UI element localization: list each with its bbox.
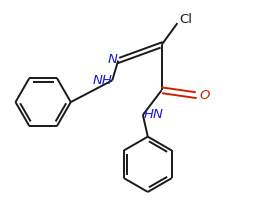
Text: N: N [107,53,117,66]
Text: Cl: Cl [179,13,192,26]
Text: HN: HN [144,108,164,121]
Text: O: O [199,89,210,102]
Text: NH: NH [92,74,112,87]
